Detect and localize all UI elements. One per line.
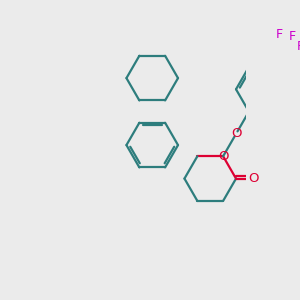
Text: F: F [289, 30, 296, 43]
Text: F: F [276, 28, 283, 41]
Text: O: O [218, 150, 228, 163]
Text: F: F [297, 40, 300, 53]
Text: O: O [248, 172, 259, 185]
Text: O: O [231, 128, 241, 140]
